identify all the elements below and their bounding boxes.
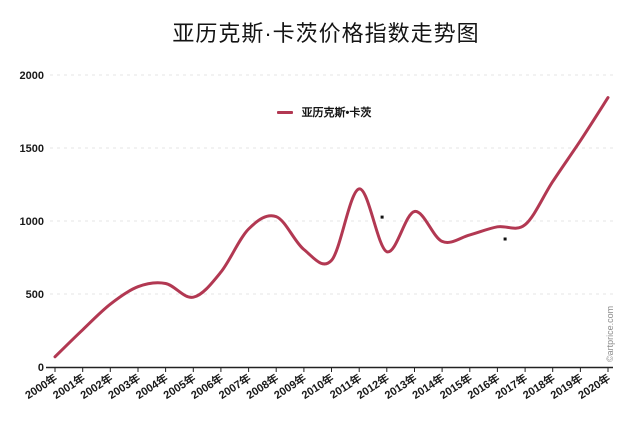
price-index-line [53, 96, 610, 359]
x-axis-label: 2010年 [299, 371, 336, 402]
x-axis-label: 2020年 [575, 371, 612, 402]
y-axis-label: 1500 [20, 143, 44, 155]
legend-label: 亚历克斯•卡茨 [301, 107, 372, 119]
legend: 亚历克斯•卡茨 [0, 104, 640, 120]
y-axis-label: 1000 [20, 216, 44, 228]
y-axis-label: 500 [26, 289, 44, 301]
legend-line-swatch [276, 110, 293, 114]
stray-dot [503, 237, 507, 241]
chart-title: 亚历克斯·卡茨价格指数走势图 [172, 21, 480, 46]
watermark: ©artprice.com [605, 306, 615, 362]
y-axis-label: 2000 [20, 70, 44, 82]
y-axis-label: 0 [38, 362, 44, 374]
stray-dot [380, 215, 384, 219]
